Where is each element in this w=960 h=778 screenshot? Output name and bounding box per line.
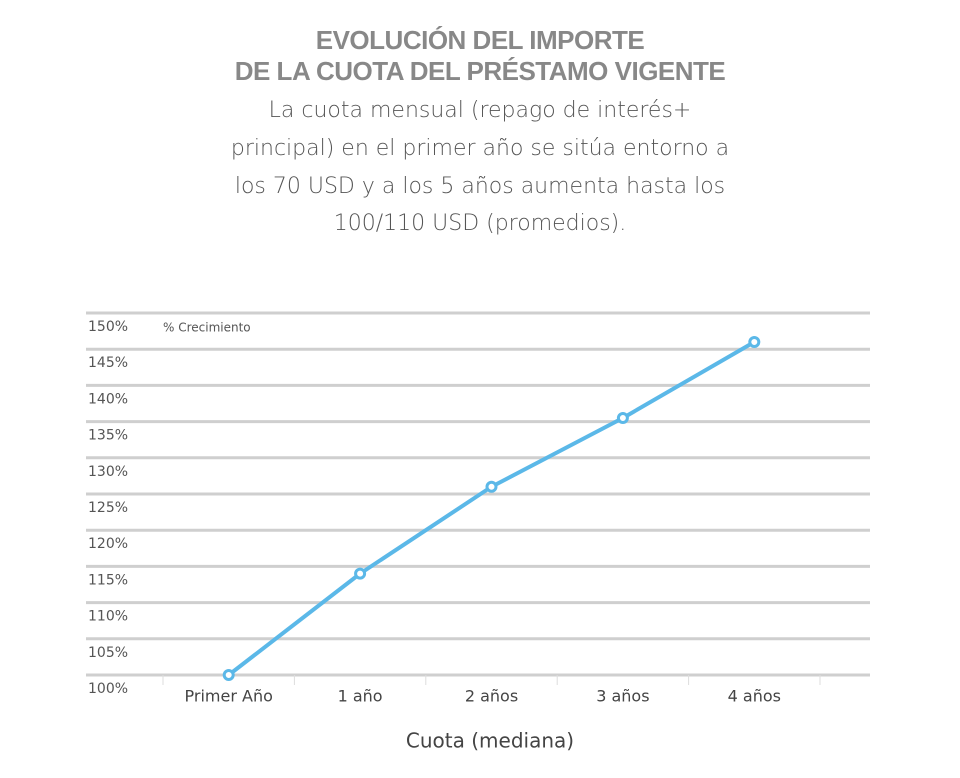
y-tick-label: 150%	[88, 319, 128, 335]
x-tick-label: 3 años	[596, 687, 649, 706]
chart-title-line: EVOLUCIÓN DEL IMPORTE	[316, 25, 645, 55]
y-tick-label: 130%	[88, 464, 128, 480]
y-axis-label: % Crecimiento	[163, 321, 251, 335]
x-tick-label: 1 año	[338, 687, 383, 706]
y-tick-label: 115%	[88, 572, 128, 588]
y-tick-label: 105%	[88, 645, 128, 661]
subtitle-line: los 70 USD y a los 5 años aumenta hasta …	[235, 174, 725, 199]
y-tick-label: 125%	[88, 500, 128, 516]
x-tick-label: 2 años	[465, 687, 518, 706]
y-tick-label: 110%	[88, 609, 128, 625]
point	[616, 411, 629, 424]
point	[748, 335, 761, 348]
point	[222, 669, 235, 681]
point	[485, 480, 498, 493]
y-tick-label: 100%	[88, 681, 128, 697]
y-tick-label: 145%	[88, 355, 128, 371]
chart-title-line: DE LA CUOTA DEL PRÉSTAMO VIGENTE	[235, 56, 726, 86]
x-tick-label: 4 años	[728, 687, 781, 706]
subtitle-line: principal) en el primer año se sitúa ent…	[231, 136, 729, 161]
y-tick-label: 120%	[88, 536, 128, 552]
subtitle-line: La cuota mensual (repago de interés+	[269, 98, 692, 123]
x-tick-label: Primer Año	[185, 687, 273, 706]
y-tick-label: 140%	[88, 391, 128, 407]
line	[227, 340, 756, 677]
x-axis-label: Cuota (mediana)	[406, 729, 574, 753]
y-tick-label: 135%	[88, 428, 128, 444]
point	[354, 567, 367, 580]
subtitle-line: 100/110 USD (promedios).	[334, 211, 627, 236]
